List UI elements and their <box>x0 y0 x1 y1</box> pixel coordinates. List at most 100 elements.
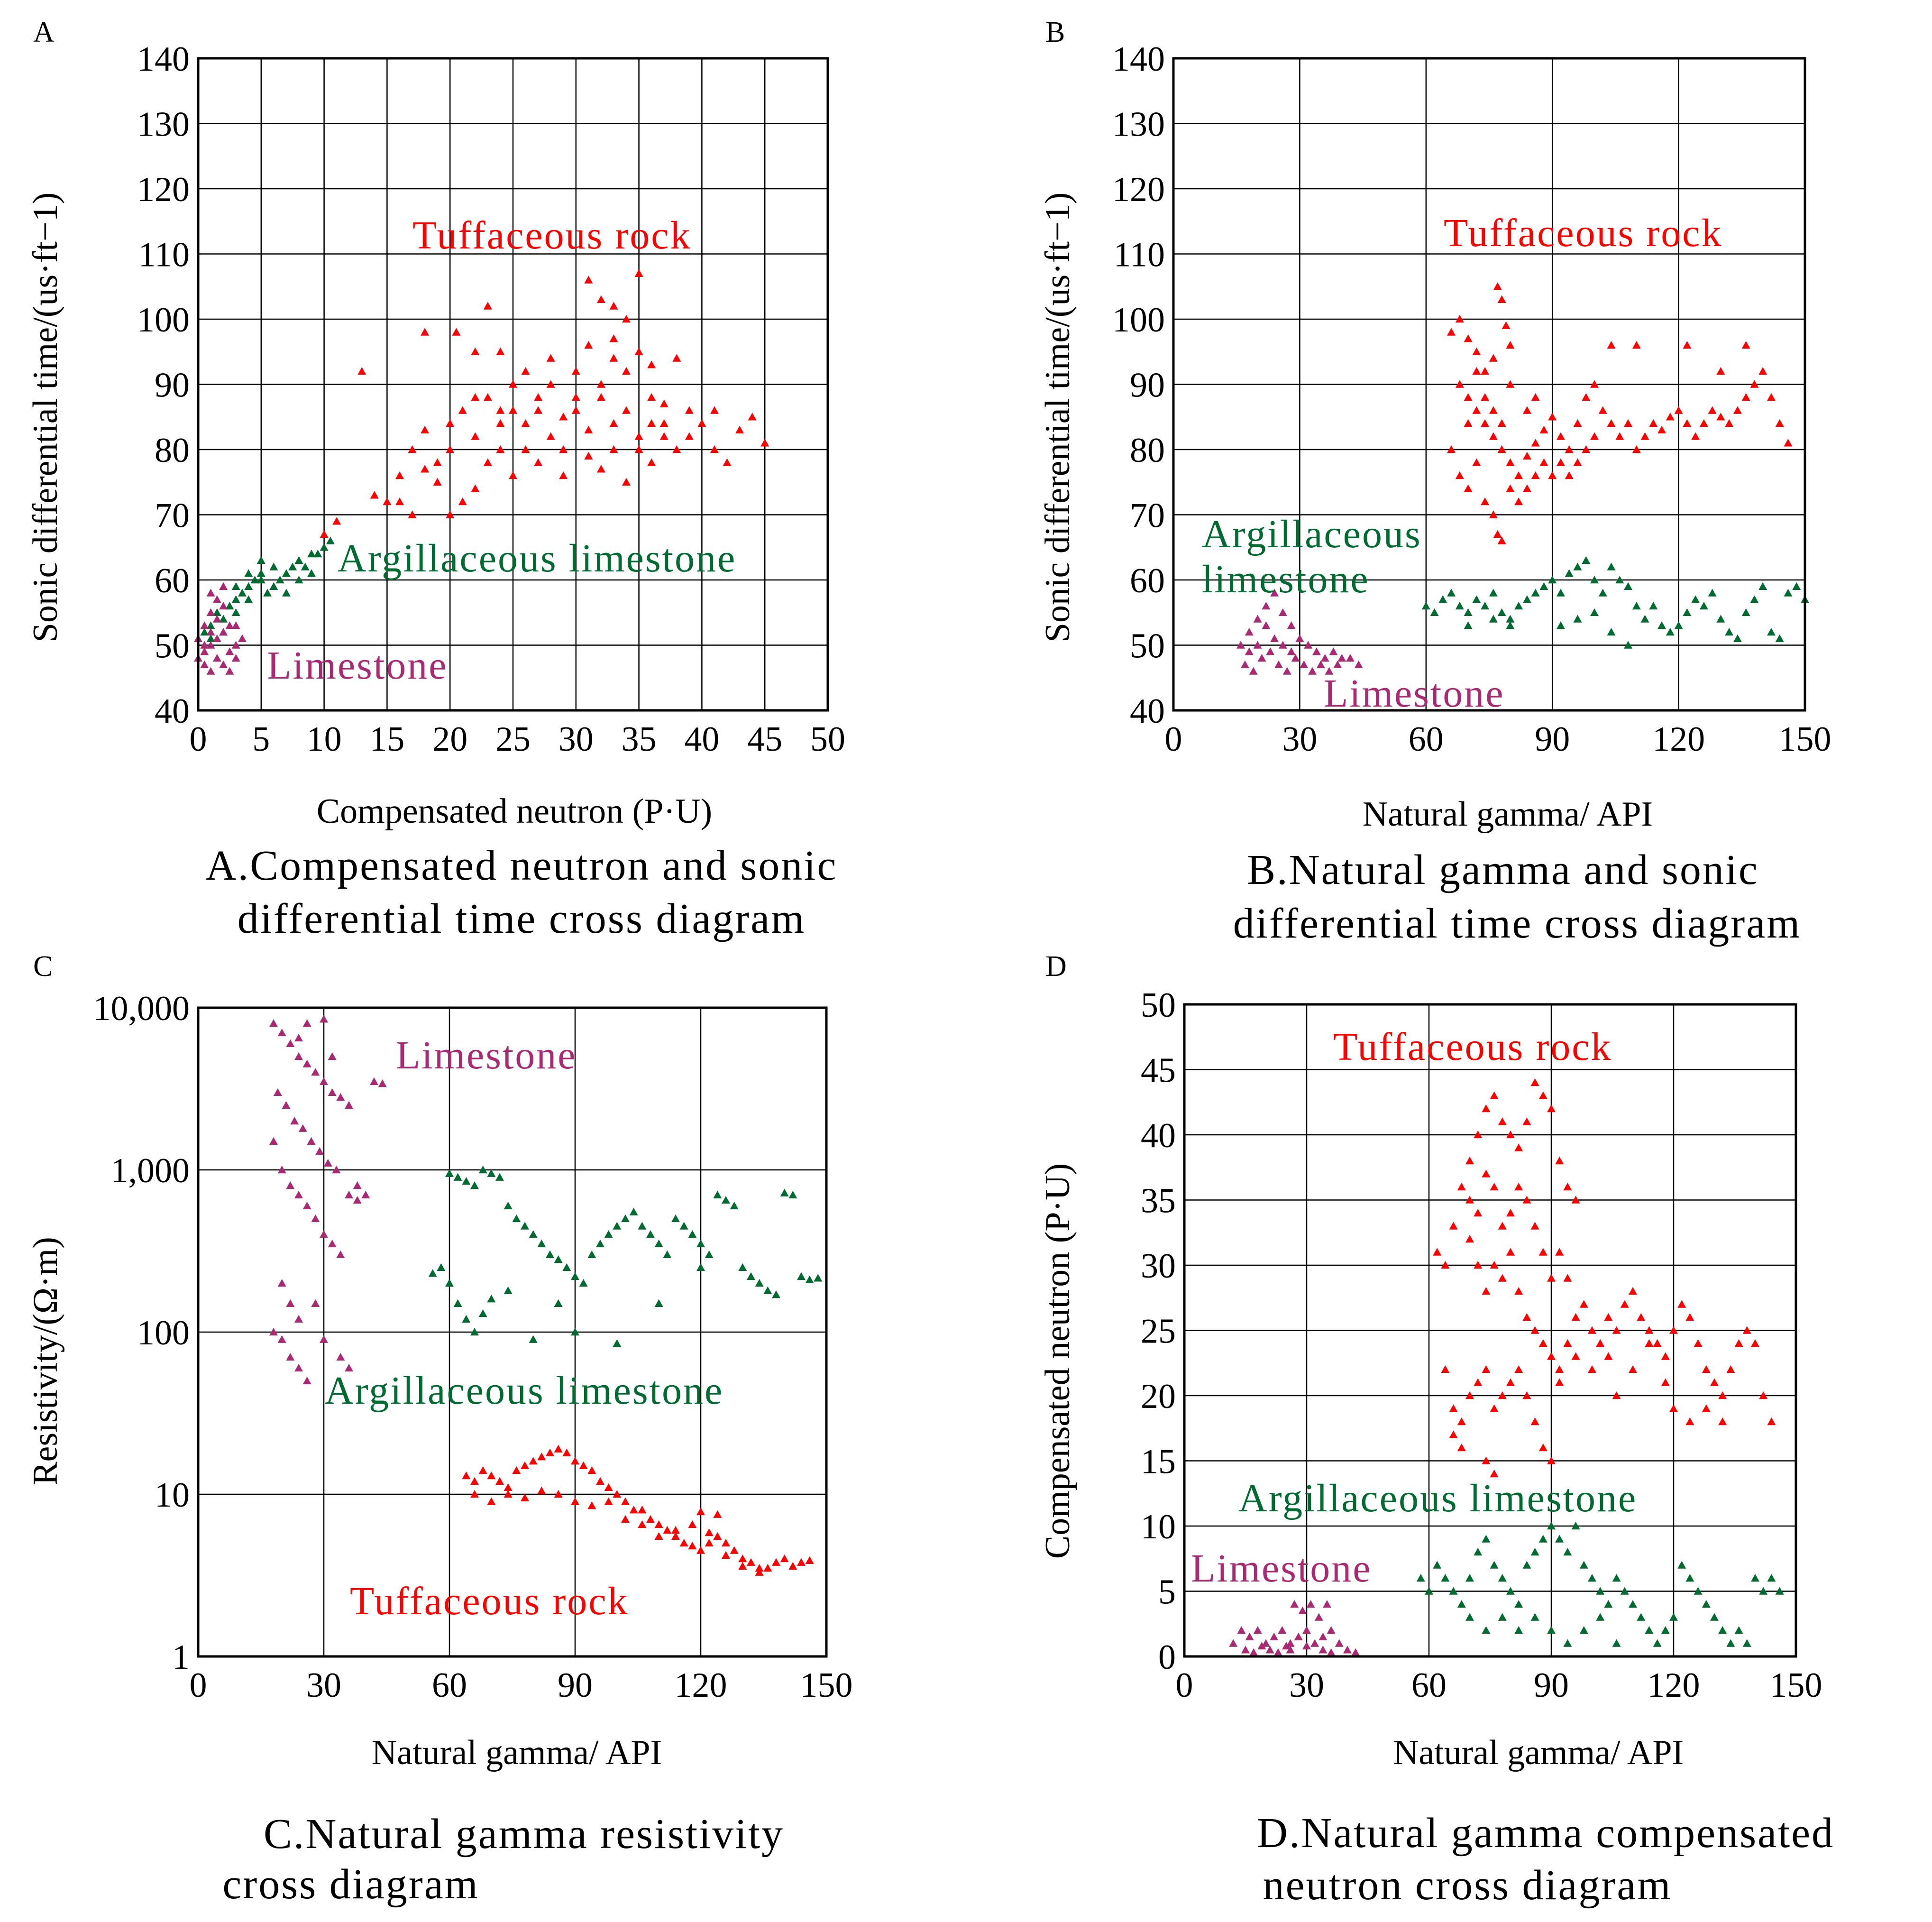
panel-a-tuffaceous-point <box>596 380 605 388</box>
panel-b-limestone-point <box>1253 615 1262 623</box>
panel-a-tuffaceous-point <box>622 315 631 323</box>
panel-d-tuffaceous-point <box>1506 1378 1515 1386</box>
panel-a-tuffaceous-point <box>546 432 555 440</box>
panel-a-tuffaceous-point <box>496 419 505 427</box>
panel-b-y-tick-label: 80 <box>1130 431 1165 470</box>
panel-c-argillaceous-point <box>470 1328 479 1336</box>
panel-b-x-tick-label: 0 <box>1165 720 1182 759</box>
panel-b-tuffaceous-point <box>1464 393 1473 401</box>
panel-a-argillaceous-point <box>244 595 253 603</box>
panel-d-tuffaceous-point <box>1571 1313 1580 1321</box>
panel-a-tuffaceous-point <box>647 360 656 368</box>
panel-b-tuffaceous-point <box>1447 445 1456 453</box>
panel-b-argillaceous-point <box>1438 595 1447 603</box>
panel-b-tuffaceous-point <box>1649 419 1658 427</box>
panel-b-y-tick-label: 120 <box>1112 170 1165 209</box>
panel-d-plot-frame <box>1183 1003 1797 1658</box>
panel-d-tuffaceous-point <box>1474 1131 1483 1139</box>
panel-a-limestone-point <box>206 608 215 616</box>
panel-d-tuffaceous-point <box>1441 1261 1450 1269</box>
panel-d-limestone-point <box>1351 1648 1360 1656</box>
panel-b-limestone-point <box>1245 647 1254 655</box>
panel-b-tuffaceous-point <box>1481 367 1490 375</box>
panel-b-caption-line1: B.Natural gamma and sonic <box>1247 846 1759 893</box>
panel-d-tuffaceous-point <box>1538 1444 1547 1452</box>
panel-c-limestone-point <box>302 1201 311 1210</box>
panel-c-series-argillaceous <box>428 1166 823 1347</box>
panel-d-tuffaceous-point <box>1596 1339 1605 1347</box>
panel-b-argillaceous-point <box>1657 621 1666 629</box>
panel-a-x-tick-label: 50 <box>810 720 845 759</box>
panel-b-tuffaceous-point <box>1531 439 1540 447</box>
panel-b-argillaceous-point <box>1573 615 1582 623</box>
panel-d-argillaceous-point <box>1677 1561 1686 1569</box>
panel-b-tuffaceous-point <box>1455 471 1464 479</box>
panel-b-tuffaceous-point <box>1514 497 1523 506</box>
panel-d-x-tick-label: 0 <box>1176 1666 1193 1705</box>
panel-b-limestone-point <box>1274 660 1283 668</box>
panel-a-tuffaceous-point <box>609 354 618 362</box>
panel-c-limestone-point <box>302 1019 311 1027</box>
panel-a-tuffaceous-label: Tuffaceous rock <box>412 213 692 257</box>
panel-c-tuffaceous-point <box>713 1532 722 1540</box>
panel-d-tuffaceous-point <box>1538 1248 1547 1256</box>
panel-a-limestone-label: Limestone <box>267 644 448 688</box>
panel-b-tuffaceous-label: Tuffaceous rock <box>1444 211 1723 255</box>
panel-b-limestone-point <box>1257 654 1266 662</box>
panel-b-tuffaceous-point <box>1683 419 1692 427</box>
panel-c-limestone-point <box>311 1299 320 1307</box>
panel-d-tuffaceous-point <box>1563 1274 1572 1282</box>
panel-a-tuffaceous-point <box>357 367 366 375</box>
panel-a-y-tick-label: 60 <box>155 561 190 600</box>
panel-c-argillaceous-point <box>613 1222 622 1230</box>
panel-d-tuffaceous-point <box>1734 1339 1743 1347</box>
panel-b-argillaceous-point <box>1624 641 1633 649</box>
panel-b-limestone-point <box>1266 647 1275 655</box>
panel-c-tuffaceous-point <box>621 1515 630 1523</box>
panel-a-limestone-point <box>219 660 228 668</box>
panel-c-x-tick-label: 120 <box>675 1666 727 1705</box>
panel-c-argillaceous-point <box>805 1275 814 1284</box>
panel-c-tuffaceous-point <box>571 1497 579 1505</box>
panel-d-tuffaceous-point <box>1579 1300 1588 1308</box>
panel-b-argillaceous-point <box>1624 582 1633 590</box>
panel-a-limestone-point <box>219 582 228 590</box>
panel-b-tuffaceous-point <box>1489 510 1498 518</box>
panel-a-limestone-point <box>200 647 209 655</box>
panel-d-argillaceous-point <box>1433 1561 1442 1569</box>
panel-c-argillaceous-point <box>604 1230 613 1238</box>
panel-c-limestone-point <box>286 1352 295 1361</box>
panel-b-y-tick-label: 110 <box>1114 236 1165 275</box>
panel-d-tuffaceous-point <box>1538 1091 1547 1099</box>
panel-d-tuffaceous-point <box>1465 1235 1474 1243</box>
panel-a-argillaceous-point <box>256 556 266 564</box>
panel-c-y-tick-label: 100 <box>137 1314 190 1352</box>
panel-d-limestone-point <box>1286 1639 1295 1647</box>
panel-a-tuffaceous-point <box>659 399 668 407</box>
panel-d-tuffaceous-point <box>1685 1313 1694 1321</box>
panel-b-x-tick-label: 30 <box>1282 720 1317 759</box>
panel-a-limestone-point <box>231 654 240 662</box>
panel-d-tuffaceous-point <box>1482 1456 1491 1464</box>
panel-d-argillaceous-point <box>1669 1613 1678 1621</box>
panel-a-y-tick-label: 90 <box>155 366 190 405</box>
panel-a-limestone-point <box>200 641 209 649</box>
panel-d-limestone-point <box>1327 1648 1336 1656</box>
panel-d-y-tick-label: 0 <box>1158 1638 1176 1677</box>
panel-a-argillaceous-point <box>294 576 303 584</box>
panel-a-tuffaceous-point <box>452 328 461 336</box>
panel-d-letter: D <box>1045 950 1067 983</box>
panel-d-tuffaceous-point <box>1514 1183 1523 1191</box>
panel-a-tuffaceous-point <box>483 393 492 401</box>
panel-b-limestone-point <box>1325 667 1334 675</box>
panel-a-limestone-point <box>219 628 228 636</box>
panel-d-tuffaceous-point <box>1702 1365 1711 1373</box>
panel-a-tuffaceous-point <box>509 406 517 414</box>
panel-a-limestone-point <box>225 667 234 675</box>
panel-c-argillaceous-point <box>453 1299 462 1307</box>
panel-c-argillaceous-point <box>571 1272 579 1280</box>
panel-a-argillaceous-point <box>301 562 310 570</box>
panel-d-argillaceous-point <box>1457 1600 1466 1608</box>
panel-d-tuffaceous-point <box>1449 1222 1458 1230</box>
panel-b-limestone-point <box>1282 667 1291 675</box>
